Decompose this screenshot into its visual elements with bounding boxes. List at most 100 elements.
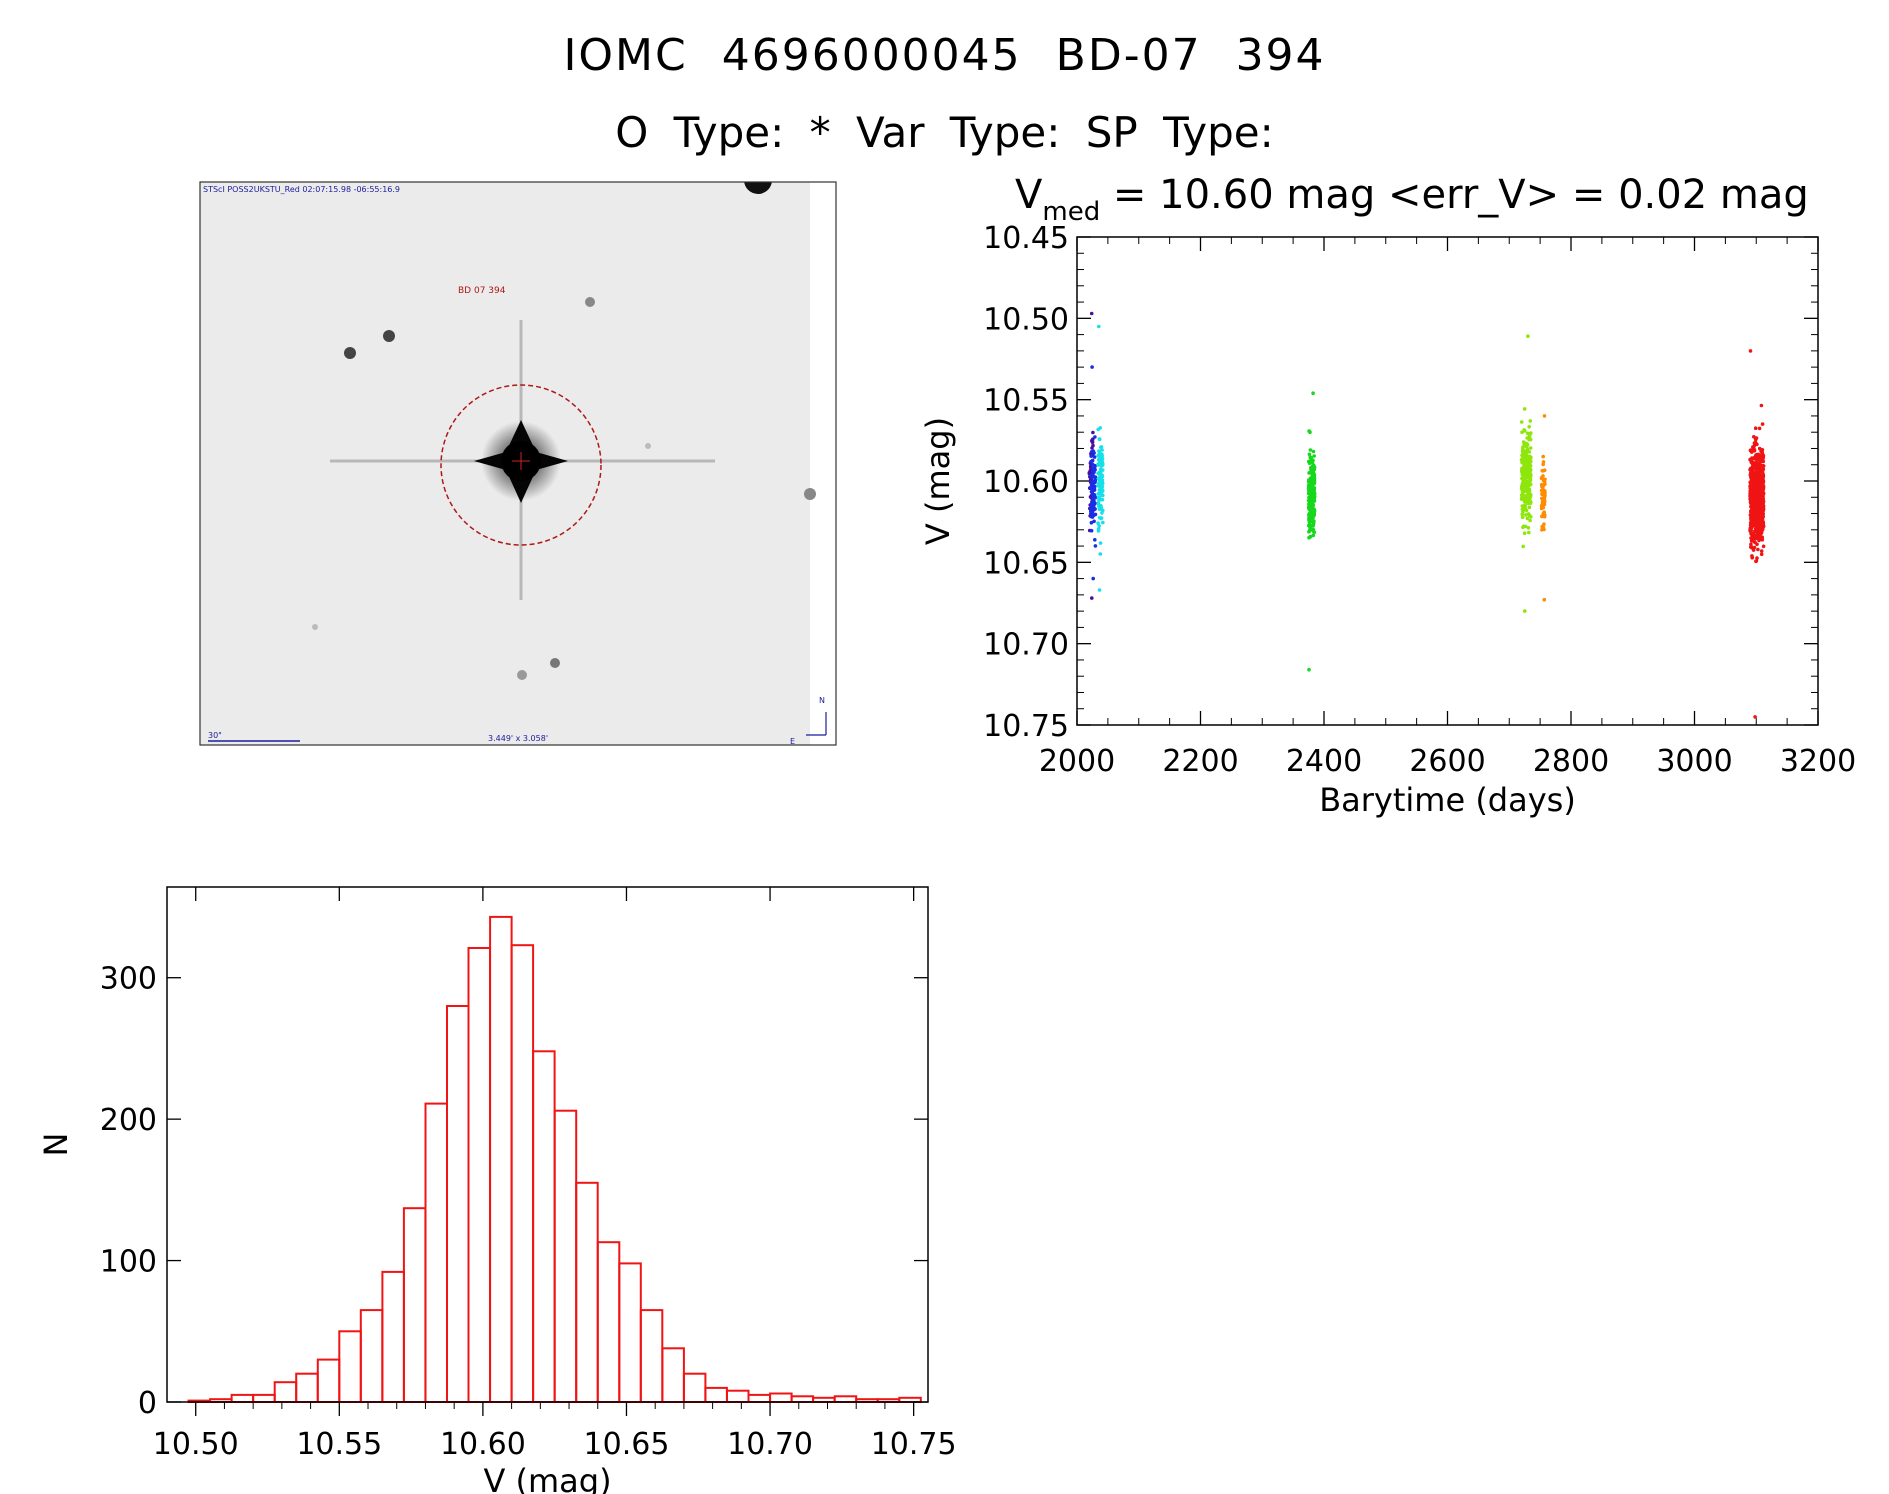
light-curve-series-blue bbox=[1089, 365, 1098, 581]
light-curve-point bbox=[1099, 516, 1103, 521]
light-curve-point bbox=[1525, 436, 1529, 440]
light-curve-point bbox=[1096, 463, 1101, 467]
light-curve-point bbox=[1757, 497, 1762, 501]
histogram-bar bbox=[273, 1381, 298, 1403]
light-curve-point bbox=[1097, 498, 1101, 503]
light-curve-series-green bbox=[1306, 391, 1317, 672]
histogram-bar bbox=[295, 1372, 319, 1403]
finding-chart-edge bbox=[810, 182, 836, 745]
histogram-bar bbox=[661, 1347, 685, 1404]
light-curve-point bbox=[1523, 609, 1527, 613]
light-curve-title-v: V bbox=[1015, 172, 1043, 218]
light-curve-point bbox=[1098, 541, 1103, 545]
light-curve-point bbox=[1542, 499, 1547, 504]
light-curve-point bbox=[1093, 475, 1098, 479]
light-curve-point bbox=[1096, 454, 1100, 458]
light-curve-point bbox=[1757, 484, 1762, 488]
light-curve-point bbox=[1310, 469, 1314, 473]
light-curve-point bbox=[1093, 544, 1098, 548]
light-curve-point bbox=[1749, 448, 1753, 452]
light-curve-point bbox=[1527, 505, 1532, 510]
light-curve-point bbox=[1090, 481, 1095, 486]
light-curve-point bbox=[1524, 483, 1529, 487]
light-curve-point bbox=[1539, 503, 1544, 508]
light-curve-point bbox=[1308, 455, 1312, 460]
histogram-bars bbox=[187, 915, 922, 1404]
histogram-bar bbox=[553, 1109, 578, 1403]
light-curve-point bbox=[1093, 435, 1097, 439]
light-curve-point bbox=[1527, 479, 1531, 484]
light-curve-point bbox=[1750, 539, 1755, 543]
light-curve-title-rest: = 10.60 mag <err_V> = 0.02 mag bbox=[1100, 172, 1809, 218]
light-curve-title: Vmed = 10.60 mag <err_V> = 0.02 mag bbox=[1015, 172, 1809, 227]
light-curve-point bbox=[1755, 524, 1760, 529]
light-curve-point bbox=[1541, 454, 1545, 459]
light-curve-point bbox=[1760, 521, 1765, 526]
light-curve-point bbox=[1092, 466, 1097, 470]
light-curve-point bbox=[1096, 521, 1100, 525]
light-curve-point bbox=[1100, 454, 1104, 458]
histogram-bar bbox=[467, 947, 491, 1403]
light-curve-point bbox=[1520, 469, 1525, 473]
light-curve-point bbox=[1755, 453, 1760, 458]
light-curve-point bbox=[1539, 506, 1544, 511]
light-curve-point bbox=[1756, 536, 1760, 541]
field-stars bbox=[312, 182, 816, 680]
light-curve-point bbox=[1755, 542, 1759, 547]
light-curve-point bbox=[1093, 496, 1098, 500]
light-curve-point bbox=[1306, 459, 1311, 464]
light-curve-point bbox=[1100, 497, 1105, 502]
light-curve-point bbox=[1098, 506, 1103, 511]
histogram-bar bbox=[359, 1309, 384, 1403]
light-curve-point bbox=[1092, 455, 1097, 459]
light-curve-point bbox=[1752, 510, 1756, 515]
light-curve-point bbox=[1751, 548, 1756, 552]
light-curve-point bbox=[1519, 486, 1524, 491]
light-curve-point bbox=[1759, 403, 1764, 408]
light-curve-point bbox=[1308, 448, 1313, 452]
light-curve-y-tick-label: 10.60 bbox=[983, 465, 1069, 500]
light-curve-point bbox=[1096, 529, 1101, 533]
light-curve-point bbox=[1751, 500, 1756, 505]
light-curve-point bbox=[1758, 504, 1763, 509]
light-curve-point bbox=[1543, 482, 1547, 487]
light-curve-point bbox=[1101, 493, 1105, 498]
light-curve-point bbox=[1753, 715, 1757, 719]
light-curve-y-tick-label: 10.55 bbox=[983, 384, 1069, 419]
light-curve-point bbox=[1524, 508, 1529, 513]
light-curve-point bbox=[1093, 538, 1097, 542]
light-curve-point bbox=[1748, 493, 1752, 498]
light-curve-point bbox=[1522, 531, 1527, 535]
light-curve-point bbox=[1312, 482, 1316, 486]
object-title: IOMC 4696000045 BD-07 394 bbox=[563, 30, 1326, 81]
light-curve-point bbox=[1528, 458, 1533, 463]
light-curve-point bbox=[1749, 458, 1754, 463]
light-curve-point bbox=[1755, 442, 1759, 447]
light-curve-point bbox=[1520, 507, 1525, 512]
light-curve-point bbox=[1526, 495, 1530, 500]
light-curve-frame bbox=[1076, 236, 1819, 726]
scale-bar-label: 30" bbox=[208, 731, 222, 740]
histogram-y-tick-label: 0 bbox=[138, 1386, 157, 1421]
compass-north-label: N bbox=[819, 696, 825, 705]
light-curve-point bbox=[1760, 492, 1765, 497]
light-curve-point bbox=[1760, 448, 1765, 452]
light-curve-point bbox=[1525, 467, 1530, 472]
light-curve-point bbox=[1090, 365, 1094, 369]
light-curve-point bbox=[1099, 445, 1103, 450]
histogram-bar bbox=[726, 1389, 750, 1403]
light-curve-point bbox=[1097, 524, 1101, 528]
light-curve-point bbox=[1748, 521, 1753, 525]
light-curve-series-lime bbox=[1519, 334, 1533, 613]
light-curve-point bbox=[1756, 547, 1760, 552]
light-curve-point bbox=[1091, 576, 1095, 581]
light-curve-point bbox=[1311, 524, 1315, 528]
light-curve-point bbox=[1523, 465, 1527, 470]
histogram-x-tick-label: 10.70 bbox=[727, 1427, 813, 1462]
light-curve-point bbox=[1307, 478, 1311, 482]
histogram-bar bbox=[446, 1005, 470, 1403]
light-curve-point bbox=[1100, 460, 1105, 464]
light-curve-point bbox=[1311, 463, 1316, 468]
light-curve-point bbox=[1757, 516, 1761, 520]
light-curve-point bbox=[1310, 460, 1315, 464]
